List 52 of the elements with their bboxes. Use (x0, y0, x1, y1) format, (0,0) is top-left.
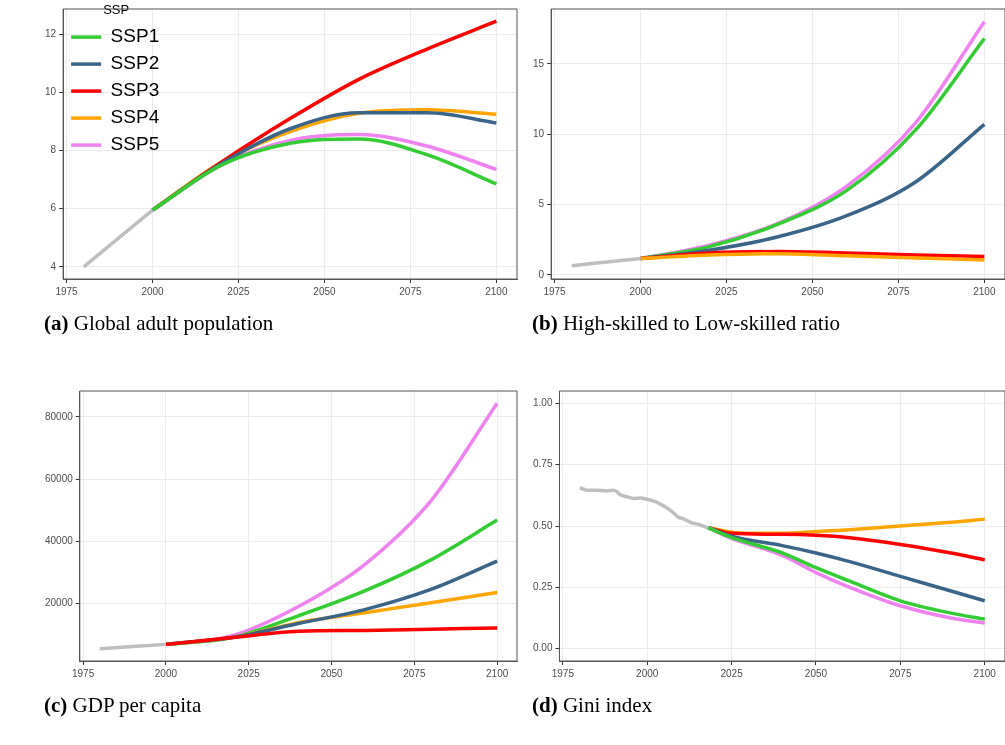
y-tick-label: 10 (45, 86, 57, 98)
y-tick-label: 0 (538, 268, 545, 280)
legend-label: SSP4 (110, 106, 160, 128)
y-tick-label: 8 (50, 144, 57, 156)
x-tick-label: 2075 (403, 667, 426, 679)
text: (b) High-skilled to Low-skilled ratio (532, 311, 841, 336)
y-tick-label: 20000 (45, 597, 74, 609)
x-tick-label: 2025 (237, 667, 261, 679)
y-tick-label: 0.75 (532, 458, 553, 470)
legend-label: SSP1 (110, 25, 160, 47)
y-tick-label: 80000 (45, 410, 74, 422)
text: (a) Global adult population (44, 311, 275, 336)
legend-label: SSP2 (110, 52, 160, 74)
text: (c) GDP per capita (44, 693, 203, 718)
y-tick-label: 0.00 (532, 642, 553, 654)
y-tick-label: 0.50 (532, 519, 553, 531)
y-tick-label: 15 (533, 57, 545, 69)
legend-label: SSP5 (110, 133, 160, 155)
y-tick-label: 40000 (45, 534, 74, 546)
text: (d) Gini index (532, 693, 654, 718)
x-tick-label: 2075 (889, 667, 912, 679)
x-tick-label: 2100 (486, 667, 509, 679)
x-tick-label: 2000 (636, 667, 659, 679)
y-tick-label: 1.00 (532, 397, 553, 409)
x-tick-label: 2050 (320, 667, 344, 679)
x-tick-label: 1975 (55, 285, 79, 297)
x-tick-label: 2000 (629, 285, 653, 297)
legend-title: SSP (103, 2, 130, 18)
x-tick-label: 2000 (141, 285, 165, 297)
x-tick-label: 2050 (313, 285, 337, 297)
x-tick-label: 1975 (551, 667, 575, 679)
x-tick-label: 2100 (485, 285, 508, 297)
x-tick-label: 2025 (227, 285, 251, 297)
x-tick-label: 2050 (801, 285, 825, 297)
x-tick-label: 2025 (715, 285, 739, 297)
x-tick-label: 2075 (399, 285, 422, 297)
y-tick-label: 5 (538, 198, 545, 210)
x-tick-label: 2000 (154, 667, 178, 679)
y-tick-label: 4 (50, 260, 57, 272)
x-tick-label: 1975 (71, 667, 95, 679)
y-tick-label: 12 (45, 28, 57, 40)
y-tick-label: 60000 (45, 472, 74, 484)
y-tick-label: 6 (50, 202, 57, 214)
x-tick-label: 1975 (543, 285, 567, 297)
x-tick-label: 2100 (973, 667, 997, 679)
y-tick-label: 10 (533, 127, 545, 139)
x-tick-label: 2100 (973, 285, 996, 297)
x-tick-label: 2050 (804, 667, 828, 679)
x-tick-label: 2025 (720, 667, 744, 679)
x-tick-label: 2075 (887, 285, 910, 297)
y-tick-label: 0.25 (532, 581, 553, 593)
legend-label: SSP3 (110, 79, 160, 101)
